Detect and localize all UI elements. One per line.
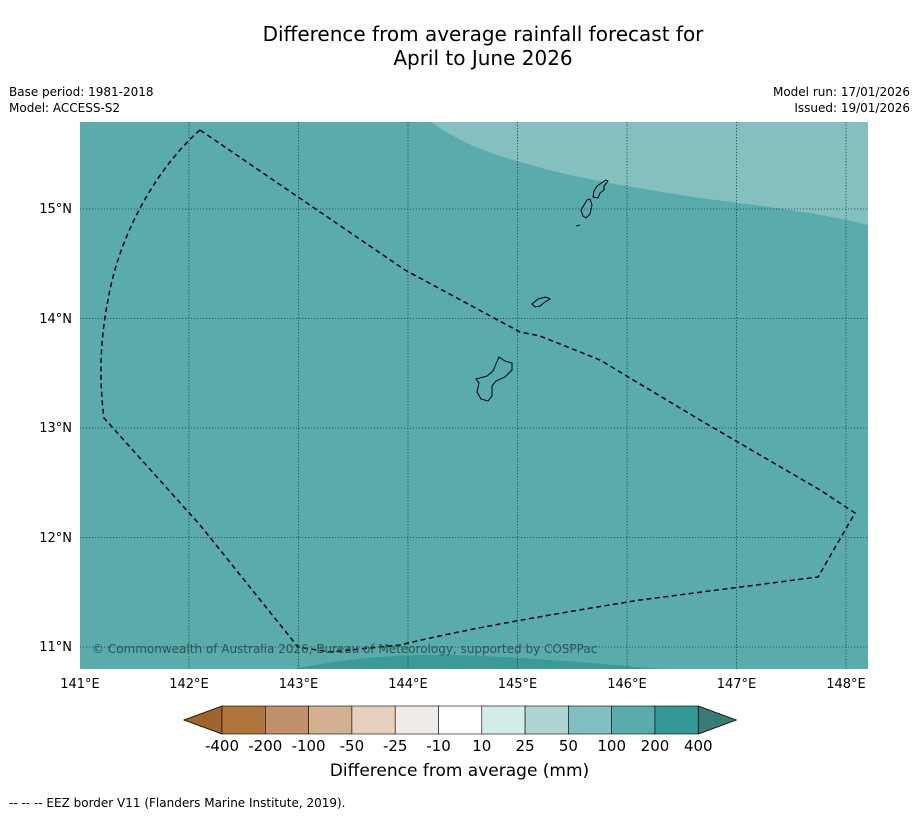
lon-tick: 145°E — [498, 677, 538, 692]
island-saipan — [531, 296, 552, 308]
chart-title: Difference from average rainfall forecas… — [0, 22, 919, 70]
island-guam — [475, 356, 513, 402]
base-period: Base period: 1981-2018 — [9, 85, 154, 99]
lon-tick: 142°E — [169, 677, 209, 692]
lat-tick: 14°N — [39, 312, 72, 327]
island-pagan — [592, 179, 609, 199]
colorbar-label: -25 — [383, 737, 408, 755]
lon-tick: 141°E — [60, 677, 100, 692]
lon-axis-labels: 141°E 142°E 143°E 144°E 145°E 146°E 147°… — [60, 677, 866, 692]
wetter-band-200-400 — [295, 654, 660, 669]
islands — [475, 179, 609, 402]
meta-right: Model run: 17/01/2026 Issued: 19/01/2026 — [773, 84, 910, 116]
lat-tick: 11°N — [39, 640, 72, 655]
lon-tick: 147°E — [717, 677, 757, 692]
lon-tick: 148°E — [826, 677, 866, 692]
grid-lines — [80, 122, 868, 669]
colorbar-swatch — [524, 705, 569, 735]
island-alamagan — [580, 198, 593, 219]
colorbar-label: -10 — [426, 737, 451, 755]
colorbar-label: 10 — [472, 737, 491, 755]
colorbar-swatch — [221, 705, 266, 735]
lat-tick: 13°N — [39, 421, 72, 436]
colorbar-label: 400 — [684, 737, 713, 755]
colorbar-extend-low — [182, 705, 223, 735]
map-area — [80, 122, 868, 669]
colorbar-swatch — [351, 705, 396, 735]
colorbar-label: 50 — [559, 737, 578, 755]
colorbar-swatch — [568, 705, 613, 735]
colorbar-extend-high — [697, 705, 738, 735]
colorbar-label: 100 — [597, 737, 626, 755]
colorbar-title: Difference from average (mm) — [329, 761, 590, 781]
lon-tick: 143°E — [279, 677, 319, 692]
lat-tick: 12°N — [39, 531, 72, 546]
island-guguan — [575, 224, 581, 227]
colorbar-label: -400 — [205, 737, 239, 755]
model-run: Model run: 17/01/2026 — [772, 85, 910, 99]
model-name: Model: ACCESS-S2 — [9, 101, 121, 115]
issued-date: Issued: 19/01/2026 — [794, 101, 910, 115]
colorbar-label: 25 — [516, 737, 535, 755]
eez-border — [100, 129, 857, 653]
title-line-2: April to June 2026 — [393, 46, 573, 70]
colorbar-swatch — [611, 705, 656, 735]
title-line-1: Difference from average rainfall forecas… — [262, 22, 704, 46]
colorbar-swatch — [264, 705, 309, 735]
colorbar-swatch — [394, 705, 439, 735]
colorbar-label: -100 — [292, 737, 326, 755]
lon-tick: 146°E — [607, 677, 647, 692]
wetter-band-100-200 — [430, 122, 868, 225]
colorbar-swatch — [308, 705, 353, 735]
copyright-notice: © Commonwealth of Australia 2026, Bureau… — [92, 642, 597, 656]
lat-tick: 15°N — [39, 202, 72, 217]
colorbar: -400 -200 -100 -50 -25 -10 10 25 50 100 200 400 — [182, 705, 738, 755]
colorbar-label: -50 — [340, 737, 365, 755]
colorbar-swatch — [481, 705, 526, 735]
eez-legend-footnote: -- -- -- EEZ border V11 (Flanders Marine… — [9, 796, 346, 810]
meta-left: Base period: 1981-2018 Model: ACCESS-S2 — [9, 84, 154, 116]
lat-axis-labels: 15°N 14°N 13°N 12°N 11°N — [39, 202, 72, 655]
colorbar-swatch — [438, 705, 483, 735]
lon-tick: 144°E — [388, 677, 428, 692]
colorbar-label: 200 — [641, 737, 670, 755]
colorbar-label: -200 — [248, 737, 282, 755]
colorbar-swatch — [654, 705, 699, 735]
